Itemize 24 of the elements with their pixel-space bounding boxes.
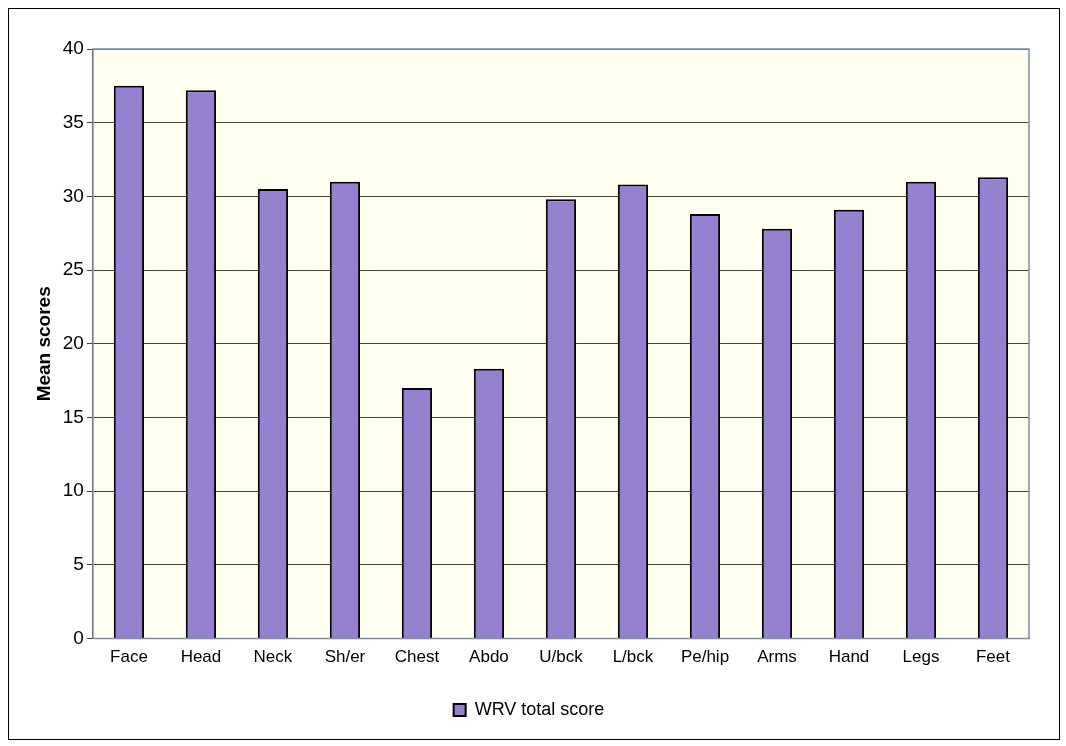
x-tick-label: Sh/er — [324, 647, 366, 667]
x-tick-label: Legs — [902, 647, 940, 667]
y-tick-label: 0 — [73, 626, 84, 648]
x-tick-label: Hand — [828, 647, 870, 667]
x-tick-label: L/bck — [612, 647, 654, 667]
y-tick-label: 5 — [73, 553, 84, 575]
x-tick-label: Pe/hip — [680, 647, 730, 667]
x-tick-label: Head — [180, 647, 222, 667]
x-tick-label: Abdo — [469, 647, 509, 667]
x-tick-label: Arms — [757, 647, 797, 667]
y-axis-title: Mean scores — [32, 286, 54, 402]
x-tick-label: Neck — [253, 647, 293, 667]
legend-label: WRV total score — [474, 698, 605, 719]
x-tick-label: Feet — [975, 647, 1011, 667]
y-tick-label: 40 — [62, 37, 84, 59]
y-tick-label: 20 — [62, 332, 84, 354]
x-tick-label: Chest — [394, 647, 440, 667]
x-tick-label: Face — [110, 647, 148, 667]
x-tick-label: U/bck — [539, 647, 584, 667]
y-tick-label: 35 — [62, 110, 84, 132]
y-tick-label: 30 — [62, 184, 84, 206]
y-tick-label: 25 — [62, 258, 84, 280]
y-tick-label: 15 — [62, 405, 84, 427]
y-tick-label: 10 — [62, 479, 84, 501]
